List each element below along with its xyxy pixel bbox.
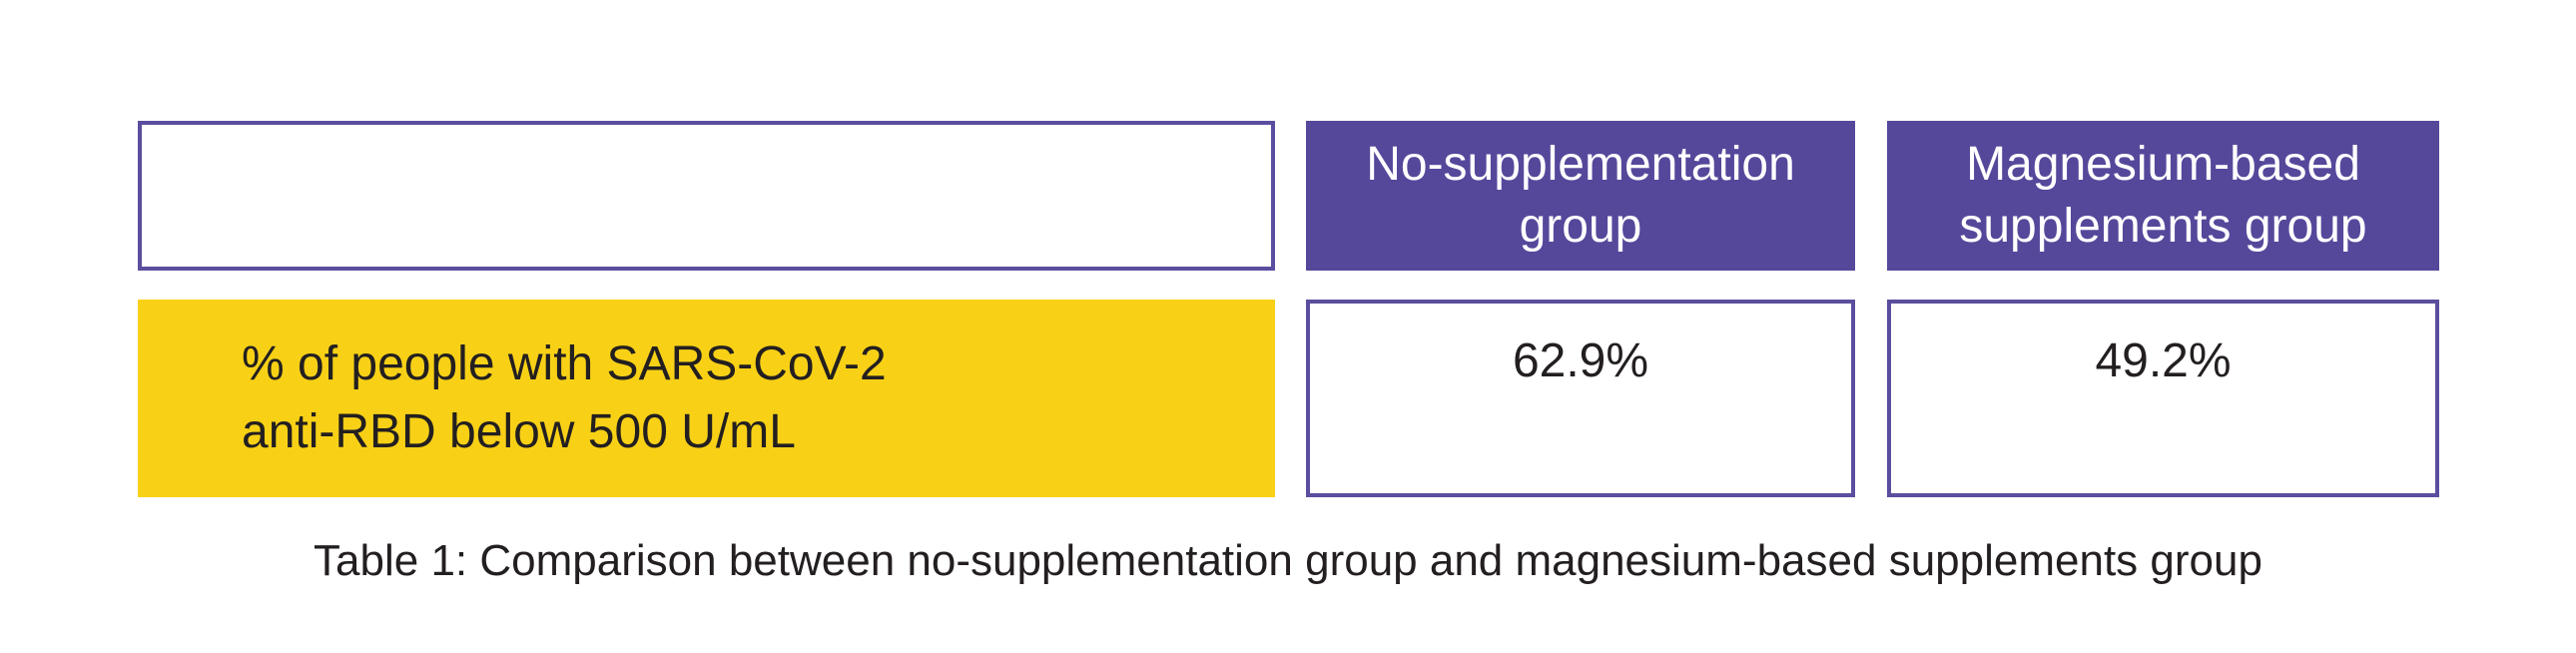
value-cell-magnesium-supplements: 49.2% (1887, 300, 2439, 497)
value-text: 49.2% (2095, 334, 2232, 387)
corner-empty-cell (138, 121, 1275, 271)
value-cell-no-supplementation: 62.9% (1306, 300, 1855, 497)
row-label-line-1: % of people with SARS-CoV-2 (242, 337, 887, 390)
row-label-cell: % of people with SARS-CoV-2 anti-RBD bel… (138, 300, 1275, 497)
table-caption: Table 1: Comparison between no-supplemen… (314, 536, 2262, 585)
column-header-magnesium-supplements: Magnesium-based supplements group (1887, 121, 2439, 271)
column-header-no-supplementation: No-supplementation group (1306, 121, 1855, 271)
column-header-label: Magnesium-based supplements group (1959, 138, 2367, 253)
value-text: 62.9% (1512, 334, 1649, 387)
row-label-line-2: anti-RBD below 500 U/mL (242, 405, 796, 458)
column-header-label: No-supplementation group (1366, 138, 1795, 253)
